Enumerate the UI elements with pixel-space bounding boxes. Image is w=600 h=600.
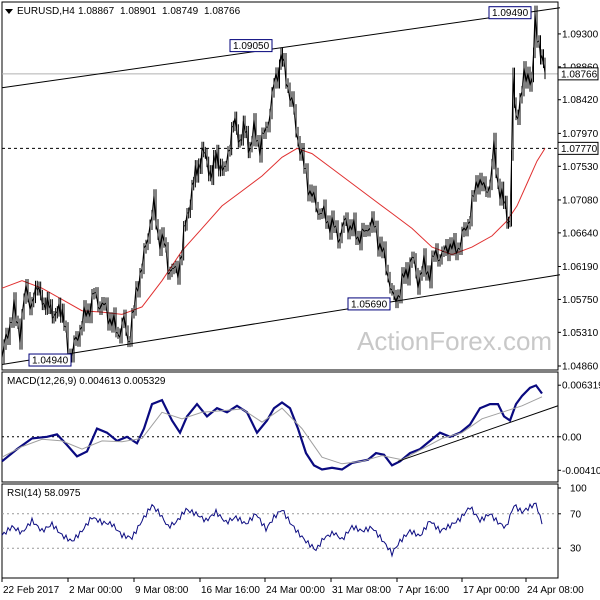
y-tick-label: 1.06640 [562,228,599,239]
y-tick-label: 1.07080 [562,195,599,206]
y-tick-label: 0.006319 [562,381,600,392]
price-annotation-box [28,353,72,367]
watermark: ActionForex.com [357,326,552,356]
price-annotation-label: 1.04940 [32,356,69,367]
y-tick-label: 1.07970 [562,129,599,140]
y-tick-label: 1.04860 [562,362,599,373]
x-axis: 22 Feb 2017 2 Mar 00:00 9 Mar 08:00 16 Mar … [1,578,584,596]
y-tick-label: 1.08420 [562,95,599,106]
price-line [1,10,546,360]
x-tick-label: 16 Mar 16:00 [201,585,260,596]
y-tick-label: 100 [570,484,587,495]
rsi-panel-frame [1,483,559,579]
channel-trendline [1,7,561,89]
rsi-panel: 100 70 30 [1,484,587,558]
open-value: 1.08867 [78,6,115,17]
y-tick-label: 1.06190 [562,262,599,273]
x-tick-label: 24 Apr 08:00 [527,585,584,596]
y-tick-label: 1.05310 [562,328,599,339]
y-tick-label: 70 [570,509,582,520]
macd-panel: 0.006319 0.00 -0.004102 [1,381,600,477]
price-annotation-label: 1.09050 [233,41,270,52]
x-tick-label: 17 Apr 00:00 [463,585,520,596]
y-tick-label: 1.05750 [562,295,599,306]
price-annotation-box [488,6,532,20]
macd-trendline [397,405,559,462]
macd-panel-frame [1,371,559,483]
current-price-box [557,67,599,81]
current-price-label: 1.08766 [561,69,598,80]
channel-trendline [1,274,561,365]
rsi-panel-title: RSI(14) 58.0975 [7,488,81,499]
level-label-box [557,141,599,155]
x-tick-label: 24 Mar 00:00 [266,585,325,596]
level-label: 1.07770 [561,144,598,155]
symbol-label: EURUSD,H4 [17,6,75,17]
price-panel: 1.093001.088601.084201.079701.075301.070… [1,5,599,373]
y-tick-label: 30 [570,544,582,555]
price-annotation-label: 1.09490 [492,8,529,19]
x-tick-label: 2 Mar 00:00 [69,585,123,596]
rsi-line [1,502,543,558]
y-tick-label: 0.00 [562,432,582,443]
price-panel-frame [1,1,559,371]
dropdown-triangle-icon[interactable] [5,9,13,14]
macd-line [1,384,543,471]
price-annotation-box [347,297,391,311]
macd-panel-title: MACD(12,26,9) 0.004613 0.005329 [7,376,166,387]
x-tick-label: 7 Apr 16:00 [398,585,450,596]
signal-line [1,396,543,465]
price-annotation-label: 1.05690 [351,299,388,310]
high-value: 1.08901 [120,6,157,17]
y-tick-label: -0.004102 [562,466,600,477]
x-tick-label: 31 Mar 08:00 [332,585,391,596]
y-tick-label: 1.09300 [562,29,599,40]
x-tick-label: 9 Mar 08:00 [135,585,189,596]
low-value: 1.08749 [162,6,199,17]
close-value: 1.08766 [204,6,241,17]
price-annotation-box [229,39,273,53]
x-tick-label: 22 Feb 2017 [3,585,60,596]
y-tick-label: 1.07530 [562,162,599,173]
